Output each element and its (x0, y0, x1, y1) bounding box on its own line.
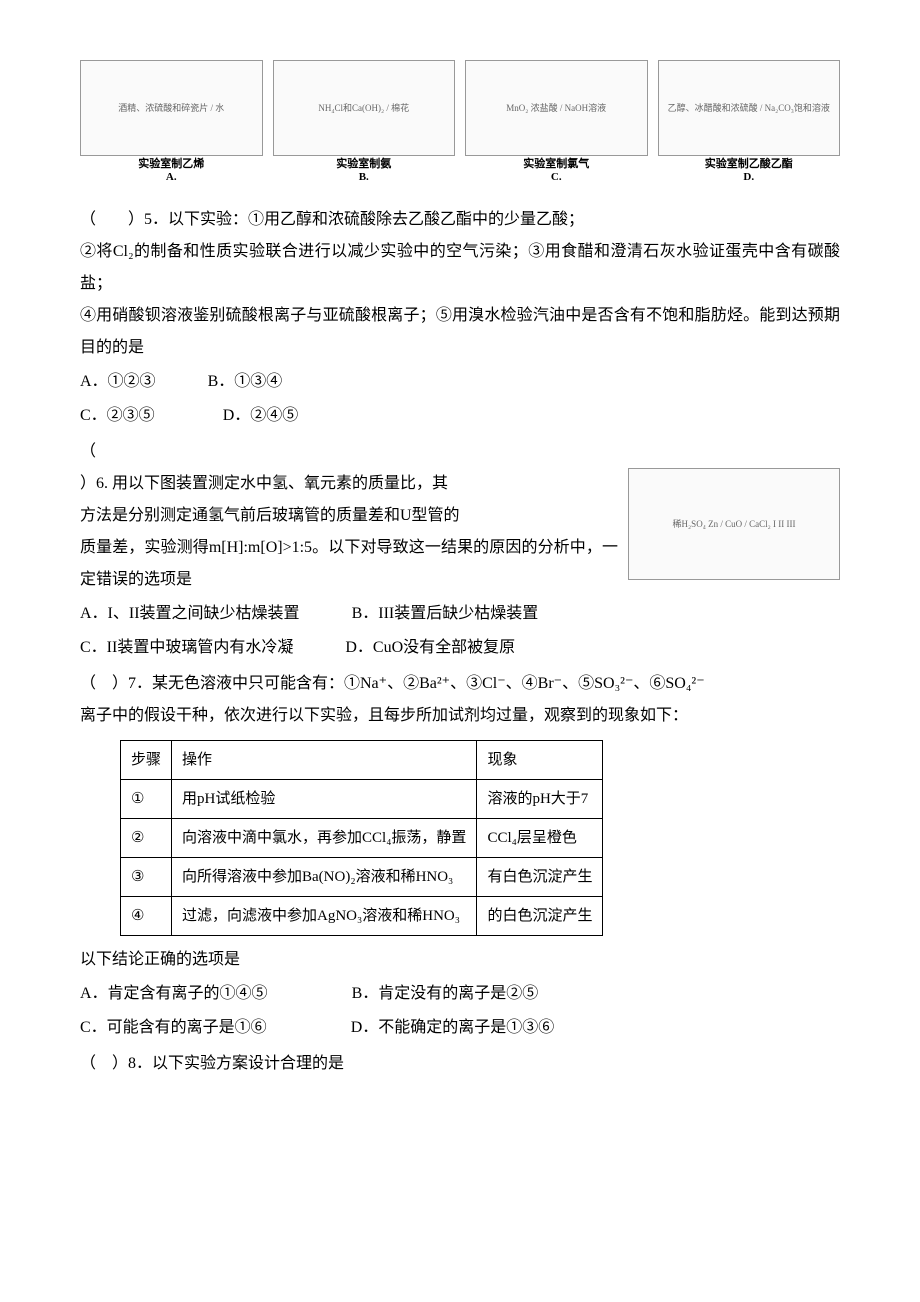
q5-optC: C．②③⑤ (80, 407, 155, 424)
r3c1: ③ (121, 858, 172, 897)
q7-optD: D．不能确定的离子是①③⑥ (351, 1019, 555, 1036)
r4c3: 的白色沉淀产生 (477, 897, 603, 936)
diagram-d-caption: 实验室制乙酸乙酯 (705, 158, 793, 170)
q7-options-row2: C．可能含有的离子是①⑥ D．不能确定的离子是①③⑥ (80, 1012, 840, 1044)
q7-options-row1: A．肯定含有离子的①④⑤ B．肯定没有的离子是②⑤ (80, 978, 840, 1010)
q6-bracket: （ (80, 436, 840, 468)
q5-options-row2: C．②③⑤ D．②④⑤ (80, 400, 840, 432)
r2c1: ② (121, 819, 172, 858)
diagram-c-figure: MnO₂ 浓盐酸 / NaOH溶液 (465, 60, 648, 156)
q5-line3: ④用硝酸钡溶液鉴别硫酸根离子与亚硫酸根离子；⑤用溴水检验汽油中是否含有不饱和脂肪… (80, 300, 840, 364)
table-row: ② 向溶液中滴中氯水，再参加CCl₄振荡，静置 CCl₄层呈橙色 (121, 819, 603, 858)
q5-options-row1: A．①②③ B．①③④ (80, 366, 840, 398)
diagram-b-letter: B. (359, 171, 369, 183)
th-step: 步骤 (121, 741, 172, 780)
q7-line1: （ ）7．某无色溶液中只可能含有：①Na⁺、②Ba²⁺、③Cl⁻、④Br⁻、⑤S… (80, 668, 840, 700)
r1c2: 用pH试纸检验 (172, 780, 477, 819)
r4c1: ④ (121, 897, 172, 936)
diagram-c-caption: 实验室制氯气 (523, 158, 589, 170)
diagram-b-figure: NH₄Cl和Ca(OH)₂ / 棉花 (273, 60, 456, 156)
q6-apparatus-diagram: 稀H₂SO₄ Zn / CuO / CaCl₂ I II III (628, 468, 840, 580)
table-row: ① 用pH试纸检验 溶液的pH大于7 (121, 780, 603, 819)
r3c3: 有白色沉淀产生 (477, 858, 603, 897)
q5-optB: B．①③④ (208, 373, 283, 390)
diagram-d-figure: 乙醇、冰醋酸和浓硫酸 / Na₂CO₃饱和溶液 (658, 60, 841, 156)
r4c2: 过滤，向滤液中参加AgNO₃溶液和稀HNO₃ (172, 897, 477, 936)
q6-optD: D．CuO没有全部被复原 (345, 639, 515, 656)
diagram-a-figure: 酒精、浓硫酸和碎瓷片 / 水 (80, 60, 263, 156)
experiment-diagram-row: 酒精、浓硫酸和碎瓷片 / 水 实验室制乙烯A. NH₄Cl和Ca(OH)₂ / … (80, 60, 840, 184)
q6-optA: A．I、II装置之间缺少枯燥装置 (80, 605, 300, 622)
diagram-d-letter: D. (743, 171, 754, 183)
q5-optA: A．①②③ (80, 373, 156, 390)
diagram-c-letter: C. (551, 171, 562, 183)
r1c3: 溶液的pH大于7 (477, 780, 603, 819)
q6-optB: B．III装置后缺少枯燥装置 (352, 605, 539, 622)
diagram-b-caption: 实验室制氨 (336, 158, 391, 170)
q7-optA: A．肯定含有离子的①④⑤ (80, 985, 268, 1002)
table-header-row: 步骤 操作 现象 (121, 741, 603, 780)
diagram-a-caption: 实验室制乙烯 (138, 158, 204, 170)
th-phenom: 现象 (477, 741, 603, 780)
diagram-a: 酒精、浓硫酸和碎瓷片 / 水 实验室制乙烯A. (80, 60, 263, 184)
q7-line3: 以下结论正确的选项是 (80, 944, 840, 976)
q5-optD: D．②④⑤ (223, 407, 299, 424)
diagram-a-letter: A. (166, 171, 177, 183)
th-op: 操作 (172, 741, 477, 780)
diagram-b: NH₄Cl和Ca(OH)₂ / 棉花 实验室制氨B. (273, 60, 456, 184)
r2c2: 向溶液中滴中氯水，再参加CCl₄振荡，静置 (172, 819, 477, 858)
table-row: ③ 向所得溶液中参加Ba(NO)₂溶液和稀HNO₃ 有白色沉淀产生 (121, 858, 603, 897)
q6-optC: C．II装置中玻璃管内有水冷凝 (80, 639, 293, 656)
r2c3: CCl₄层呈橙色 (477, 819, 603, 858)
q7-optB: B．肯定没有的离子是②⑤ (352, 985, 539, 1002)
q5-line1: （ ）5．以下实验：①用乙醇和浓硫酸除去乙酸乙酯中的少量乙酸； (80, 204, 840, 236)
q6-options-row2: C．II装置中玻璃管内有水冷凝 D．CuO没有全部被复原 (80, 632, 840, 664)
table-row: ④ 过滤，向滤液中参加AgNO₃溶液和稀HNO₃ 的白色沉淀产生 (121, 897, 603, 936)
q5-line2: ②将Cl₂的制备和性质实验联合进行以减少实验中的空气污染；③用食醋和澄清石灰水验… (80, 236, 840, 300)
diagram-c: MnO₂ 浓盐酸 / NaOH溶液 实验室制氯气C. (465, 60, 648, 184)
diagram-d: 乙醇、冰醋酸和浓硫酸 / Na₂CO₃饱和溶液 实验室制乙酸乙酯D. (658, 60, 841, 184)
q7-optC: C．可能含有的离子是①⑥ (80, 1019, 267, 1036)
q7-table: 步骤 操作 现象 ① 用pH试纸检验 溶液的pH大于7 ② 向溶液中滴中氯水，再… (120, 740, 603, 936)
r1c1: ① (121, 780, 172, 819)
q6-options-row1: A．I、II装置之间缺少枯燥装置 B．III装置后缺少枯燥装置 (80, 598, 840, 630)
q7-line2: 离子中的假设干种，依次进行以下实验，且每步所加试剂均过量，观察到的现象如下： (80, 700, 840, 732)
q8-line: （ ）8．以下实验方案设计合理的是 (80, 1048, 840, 1080)
r3c2: 向所得溶液中参加Ba(NO)₂溶液和稀HNO₃ (172, 858, 477, 897)
